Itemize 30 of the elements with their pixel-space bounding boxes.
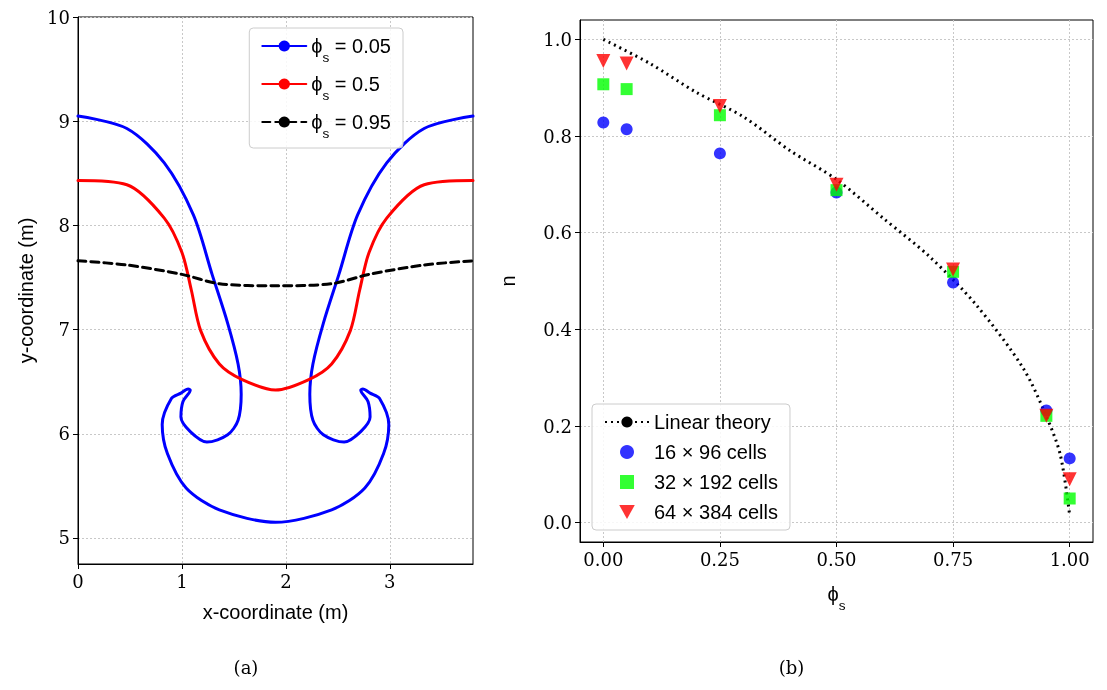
- y-tick-label: 0.2: [543, 415, 572, 437]
- x-tick-label: 2: [280, 570, 292, 592]
- y-tick-label: 0.0: [543, 512, 572, 534]
- y-tick-label: 10: [47, 6, 70, 28]
- y-axis-title: y-coordinate (m): [15, 217, 37, 364]
- legend-label: 64 × 384 cells: [654, 501, 778, 523]
- x-tick-label: 0.50: [816, 548, 857, 570]
- text: (a): [233, 656, 259, 678]
- y-tick-label: 0.4: [543, 318, 572, 340]
- x-tick-label: 1: [176, 570, 188, 592]
- y-tick-label: 6: [58, 423, 70, 445]
- x-tick-label: 0.75: [933, 548, 974, 570]
- y-tick-label: 5: [58, 527, 70, 549]
- y-tick-label: 7: [58, 319, 70, 341]
- x-tick-label: 0: [72, 570, 84, 592]
- legend-label: 16 × 96 cells: [654, 441, 767, 463]
- x-tick-label: 3: [384, 570, 396, 592]
- x-tick-label: 1.00: [1049, 548, 1090, 570]
- x-tick-label: 0.25: [699, 548, 740, 570]
- y-tick-label: 9: [58, 110, 70, 132]
- text: (b): [778, 656, 805, 678]
- y-axis-title: n: [497, 275, 519, 287]
- x-tick-label: 0.00: [583, 548, 624, 570]
- y-tick-label: 1.0: [543, 28, 572, 50]
- legend-label: Linear theory: [654, 411, 771, 433]
- y-tick-label: 0.8: [543, 125, 572, 147]
- y-tick-label: 8: [58, 214, 70, 236]
- legend-label: 32 × 192 cells: [654, 471, 778, 493]
- y-tick-label: 0.6: [543, 222, 572, 244]
- x-axis-title: x-coordinate (m): [202, 601, 349, 623]
